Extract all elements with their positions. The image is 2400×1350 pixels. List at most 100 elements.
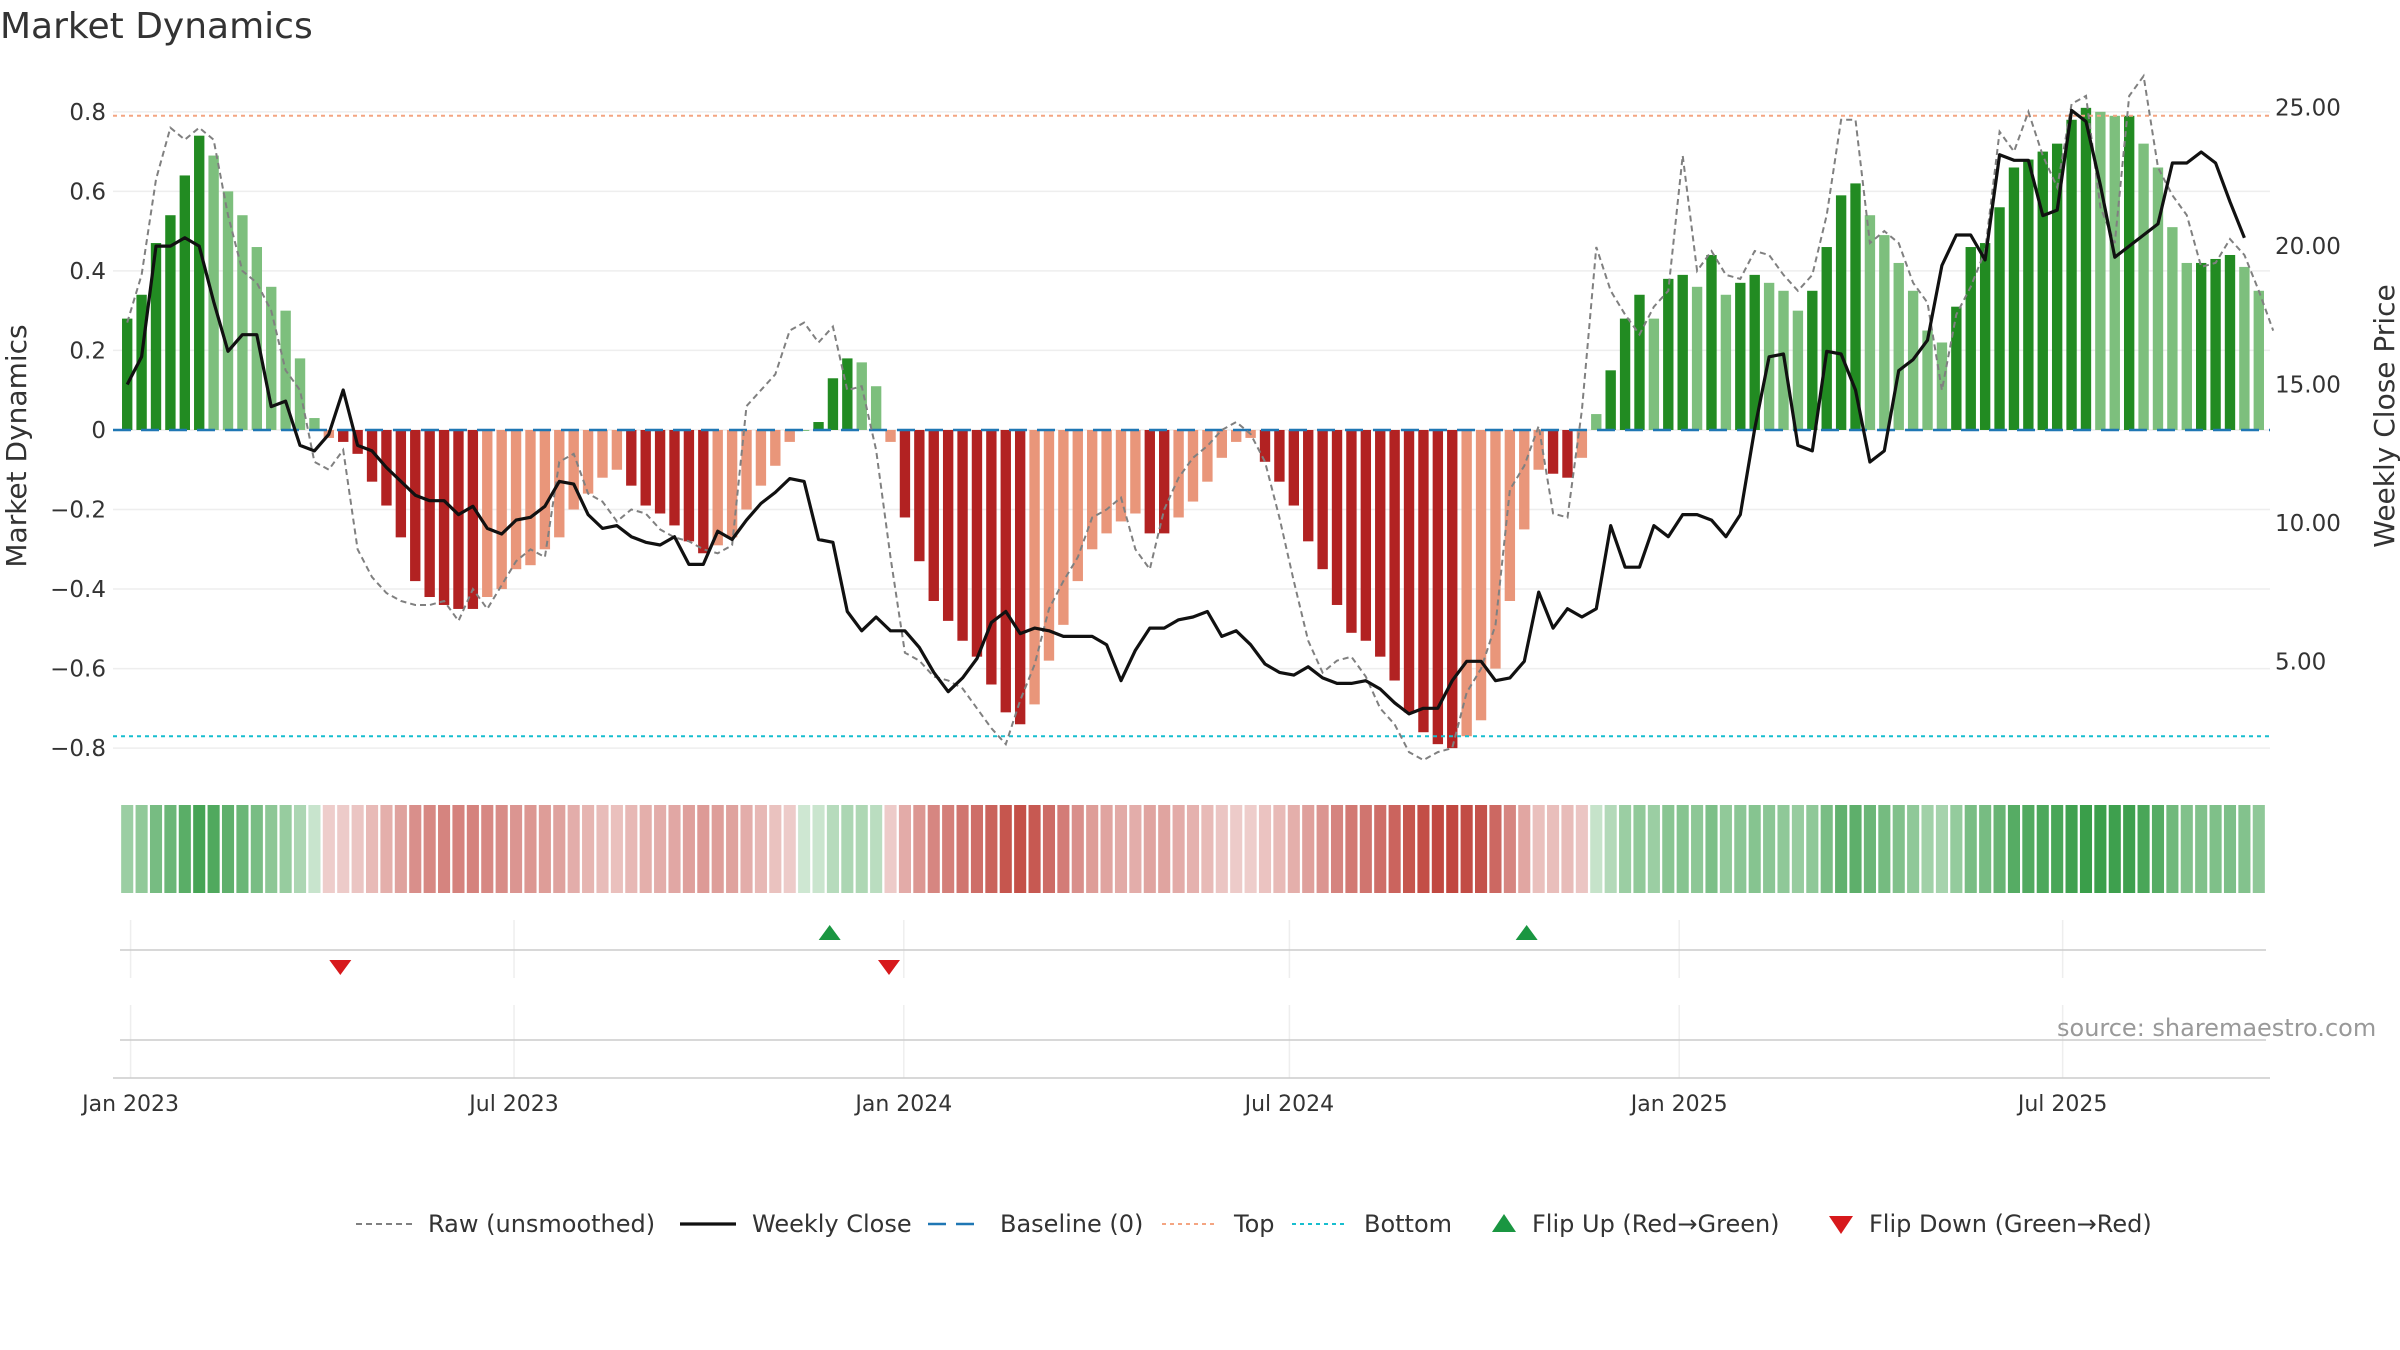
y-tick-label: −0.8 [50,736,106,762]
strip-cell [452,805,465,893]
legend-label: Flip Up (Red→Green) [1532,1210,1780,1238]
strip-cell [898,805,911,893]
strip-cell [164,805,177,893]
strip-cell [740,805,753,893]
strip-cell [798,805,811,893]
raw-line [126,73,2275,762]
dynamics-bar [1288,429,1300,506]
strip-cell [553,805,566,893]
dynamics-bar [770,429,781,466]
dynamics-bar [309,418,320,430]
strip-cell [1186,805,1200,893]
dynamics-bar [856,362,867,430]
dynamics-bar [928,429,939,601]
strip-cell [1619,805,1632,893]
dynamics-bar [424,429,435,598]
dynamics-bar [899,429,911,518]
strip-cell [293,805,307,893]
strip-cell [2094,805,2107,893]
dynamics-bar [1879,235,1890,430]
dynamics-bar [582,429,594,494]
strip-cell [1057,805,1070,893]
strip-cell [207,805,220,893]
dynamics-bar [654,429,666,514]
dynamics-bar [410,429,421,582]
dynamics-bar [1519,429,1530,530]
dynamics-bar [1807,290,1818,430]
strip-cell [1114,805,1128,893]
strip-cell [1590,805,1603,893]
strip-cell [639,805,652,893]
strip-cell [855,805,868,893]
dynamics-bar [885,429,896,442]
dynamics-bar [136,294,147,430]
dynamics-bar [1346,429,1357,633]
dynamics-bar [755,429,767,486]
dynamics-bar [2037,151,2048,430]
strip-cell [322,805,335,893]
strip-cell [999,805,1012,893]
dynamics-bar [611,429,623,470]
dynamics-bar [1159,429,1170,534]
y2-tick-label: 20.00 [2275,234,2341,260]
legend-item: Flip Down (Green→Red) [1829,1210,2152,1238]
dynamics-bar [1317,429,1328,570]
strip-cell [927,805,940,893]
strip-cell [1388,805,1401,893]
dynamics-bar [179,175,190,430]
strip-cell [2022,805,2035,893]
dynamics-bar [870,386,882,430]
dynamics-bar [237,215,248,430]
strip-cell [308,805,321,893]
strip-cell [2180,805,2193,893]
strip-cell [1907,805,1920,893]
y-tick-label: −0.2 [50,498,106,524]
strip-cell [668,805,681,893]
dynamics-bar [1792,310,1804,430]
strip-cell [956,805,969,893]
strip-cell [1230,805,1243,893]
dynamics-bar [1951,306,1962,430]
strip-cell [1215,805,1228,893]
strip-cell [1446,805,1459,893]
dynamics-bar [1965,247,1976,430]
strip-cell [654,805,667,893]
strip-cell [265,805,278,893]
strip-cell [481,805,494,893]
dynamics-bar [1144,429,1155,534]
chart-title: Market Dynamics [0,6,313,47]
y2-tick-label: 5.00 [2275,649,2326,675]
dynamics-bar [1086,429,1098,550]
y-tick-label: −0.4 [50,577,106,603]
dynamics-bar [1173,429,1184,518]
strip-cell [2108,805,2121,893]
x-tick-label: Jul 2023 [467,1092,559,1117]
strip-cell [1662,805,1675,893]
legend-label: Bottom [1364,1210,1452,1238]
strip-cell [2238,805,2251,893]
strip-cell [2137,805,2150,893]
dynamics-bar [1331,429,1343,605]
strip-cell [1330,805,1344,893]
strip-cell [1676,805,1689,893]
x-tick-label: Jan 2023 [80,1092,179,1117]
legend-item: Top [1162,1210,1275,1238]
dynamics-bar [698,429,709,554]
strip-cell [409,805,422,893]
legend-item: Weekly Close [680,1210,912,1238]
strip-cell [250,805,263,893]
strip-cell [1561,805,1574,893]
strip-cell [1633,805,1646,893]
strip-cell [726,805,739,893]
strip-cell [985,805,998,893]
dynamics-bar [1821,247,1832,430]
dynamics-bar [366,429,378,482]
strip-cell [510,805,523,893]
strip-cell [1460,805,1473,893]
strip-cell [1964,805,1977,893]
strip-cell [1475,805,1488,893]
strip-cell [1129,805,1142,893]
dynamics-bar [1259,429,1271,462]
strip-cell [236,805,249,893]
